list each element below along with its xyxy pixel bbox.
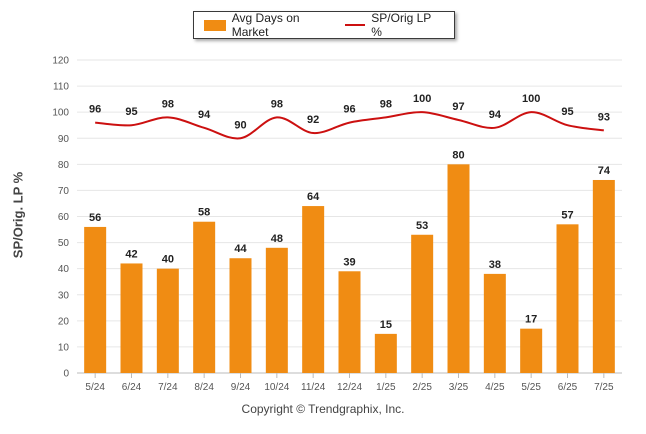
bar-value-label: 42	[125, 248, 137, 260]
line-value-label: 95	[125, 106, 137, 118]
bar-series	[84, 164, 615, 373]
line-value-label: 96	[89, 104, 101, 116]
bar-value-label: 57	[561, 209, 573, 221]
legend-bar-swatch	[204, 19, 226, 31]
x-tick-label: 12/24	[337, 382, 362, 393]
x-tick-label: 6/24	[122, 382, 142, 393]
line-data-labels: 96 95 98 94 90 98 92 96 98 100 97 94 100 95 93	[89, 93, 610, 131]
line-value-label: 100	[413, 93, 431, 105]
bar-value-label: 15	[380, 319, 392, 331]
copyright-text: Copyright © Trendgraphix, Inc.	[241, 402, 405, 416]
line-value-label: 90	[234, 119, 246, 131]
legend-item-bar[interactable]: Avg Days on Market	[204, 11, 329, 39]
line-value-label: 93	[598, 111, 610, 123]
y-tick-label: 50	[58, 238, 70, 249]
line-value-label: 98	[162, 98, 174, 110]
bar-value-label: 48	[271, 233, 283, 245]
y-tick-label: 80	[58, 160, 70, 171]
bar[interactable]	[338, 271, 361, 373]
bar[interactable]	[592, 179, 615, 373]
bar[interactable]	[265, 247, 288, 373]
line-value-label: 100	[522, 93, 540, 105]
bar[interactable]	[120, 263, 143, 373]
y-axis: 0 10 20 30 40 50 60 70 80 90 100 110 120	[52, 56, 69, 380]
y-tick-label: 70	[58, 186, 70, 197]
bar-value-label: 44	[234, 243, 247, 255]
bar-value-label: 64	[307, 191, 320, 203]
bar[interactable]	[556, 224, 579, 373]
x-tick-label: 2/25	[412, 382, 432, 393]
legend-line-swatch	[345, 24, 366, 26]
x-tick-label: 4/25	[485, 382, 505, 393]
bar-value-label: 38	[489, 259, 501, 271]
line-value-label: 98	[380, 98, 392, 110]
line-value-label: 97	[452, 101, 464, 113]
x-tick-label: 3/25	[449, 382, 469, 393]
line-series	[95, 111, 604, 140]
line-value-label: 92	[307, 114, 319, 126]
y-tick-label: 120	[52, 56, 69, 67]
x-tick-label: 10/24	[264, 382, 289, 393]
bar[interactable]	[411, 234, 434, 373]
x-tick-label: 8/24	[194, 382, 214, 393]
x-tick-label: 7/25	[594, 382, 614, 393]
legend-bar-label: Avg Days on Market	[231, 11, 300, 39]
bar[interactable]	[447, 164, 470, 373]
line-path[interactable]	[95, 111, 604, 140]
y-tick-label: 20	[58, 316, 70, 327]
bar-value-label: 74	[598, 165, 611, 177]
x-tick-label: 9/24	[231, 382, 251, 393]
line-value-label: 96	[343, 104, 355, 116]
x-tick-label: 11/24	[301, 382, 326, 393]
y-tick-label: 60	[58, 212, 70, 223]
x-tick-label: 5/24	[85, 382, 105, 393]
bar[interactable]	[193, 221, 216, 373]
bar-value-label: 56	[89, 212, 101, 224]
line-value-label: 98	[271, 98, 283, 110]
bar-value-label: 53	[416, 220, 428, 232]
bar[interactable]	[374, 333, 397, 373]
bar-value-label: 39	[343, 256, 355, 268]
x-tick-label: 1/25	[376, 382, 396, 393]
x-tick-label: 7/24	[158, 382, 178, 393]
bar[interactable]	[84, 226, 107, 373]
line-value-label: 94	[198, 109, 211, 121]
legend-item-line[interactable]: SP/Orig LP %	[345, 11, 438, 39]
y-tick-label: 110	[53, 82, 69, 93]
y-axis-title: SP/Orig. LP %	[10, 171, 26, 259]
y-tick-label: 90	[58, 134, 70, 145]
y-tick-label: 100	[52, 108, 69, 119]
bar[interactable]	[229, 258, 252, 373]
x-tick-label: 5/25	[521, 382, 541, 393]
x-axis: 5/24 6/24 7/24 8/24 9/24 10/24 11/24 12/24 1/25 2…	[85, 373, 614, 393]
bar-data-labels: 56 42 40 58 44 48 64 39 15 53 80 38 17 57 74	[89, 149, 611, 331]
chart-legend[interactable]: Avg Days on Market SP/Orig LP %	[193, 11, 455, 39]
bar[interactable]	[156, 268, 179, 373]
legend-line-label: SP/Orig LP %	[371, 11, 432, 39]
bar-value-label: 58	[198, 207, 210, 219]
y-tick-label: 0	[63, 369, 69, 380]
bar[interactable]	[520, 328, 543, 373]
bar-value-label: 40	[162, 254, 174, 266]
line-value-label: 95	[561, 106, 573, 118]
bar-value-label: 17	[525, 314, 537, 326]
bar[interactable]	[302, 206, 325, 373]
y-tick-label: 40	[58, 264, 70, 275]
y-tick-label: 30	[58, 290, 70, 301]
x-tick-label: 6/25	[558, 382, 578, 393]
line-value-label: 94	[489, 109, 502, 121]
bar[interactable]	[483, 273, 506, 373]
bar-value-label: 80	[452, 149, 464, 161]
y-tick-label: 10	[58, 342, 70, 353]
